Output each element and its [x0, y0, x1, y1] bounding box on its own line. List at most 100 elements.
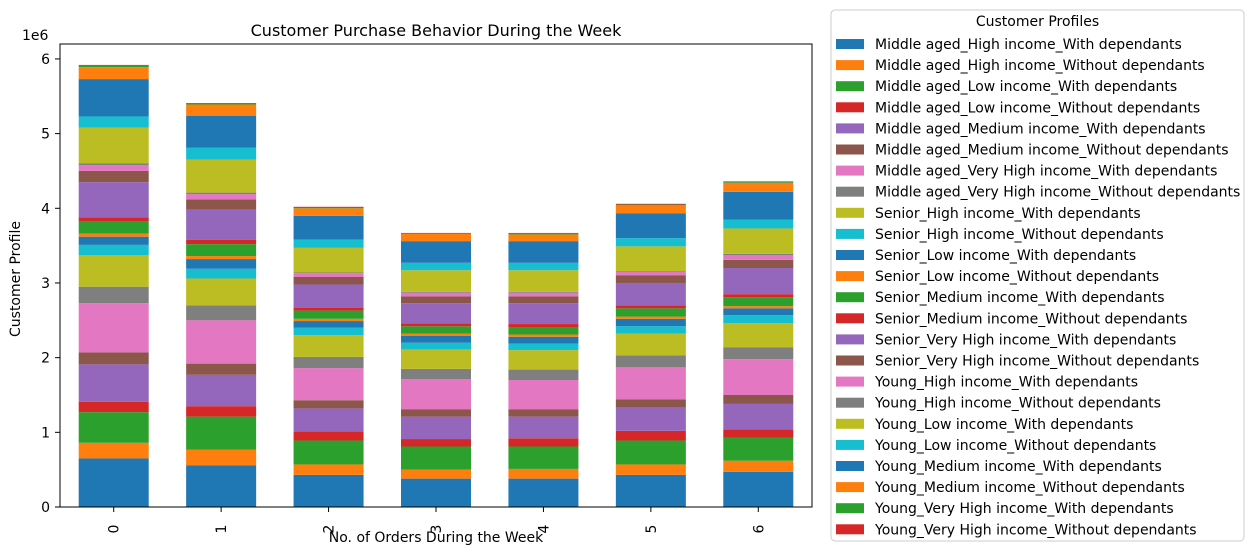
- bar-segment-2-series-17: [293, 272, 364, 274]
- legend-swatch: [836, 334, 864, 345]
- bar-segment-3-series-2: [401, 446, 471, 470]
- bar-segment-6-series-1: [723, 460, 794, 472]
- legend-item-label: Senior_High income_Without dependants: [875, 227, 1164, 243]
- y-tick-label: 5: [41, 127, 50, 143]
- bar-segment-0-series-11: [78, 233, 149, 237]
- legend-swatch: [836, 186, 864, 197]
- bar-segment-3-series-23: [401, 232, 471, 234]
- bar-segment-2-series-2: [293, 440, 364, 465]
- bar-segment-4-series-6: [508, 380, 579, 410]
- legend-item-label: Young_Low income_With dependants: [874, 417, 1133, 433]
- bar-segment-2-series-15: [293, 276, 364, 285]
- bar-segment-0-series-12: [78, 221, 149, 234]
- bar-segment-1-series-22: [186, 103, 257, 105]
- bar-segment-1-series-20: [186, 115, 257, 148]
- bar-segment-0-series-6: [78, 303, 149, 353]
- bar-segment-2-series-9: [293, 327, 364, 336]
- y-tick-label: 4: [41, 201, 50, 217]
- bar-segment-2-series-0: [293, 474, 364, 507]
- bar-segment-0-series-18: [78, 127, 149, 164]
- bar-segment-5-series-0: [615, 474, 686, 507]
- bar-segment-6-series-7: [723, 347, 794, 360]
- bar-segment-4-series-0: [508, 478, 579, 507]
- bar-segment-0-series-13: [78, 217, 149, 222]
- bar-segment-3-series-19: [401, 262, 471, 271]
- bar-segment-4-series-23: [508, 232, 579, 234]
- bar-segment-5-series-17: [615, 271, 686, 272]
- bar-segment-0-series-14: [78, 182, 149, 218]
- legend-swatch: [836, 271, 864, 282]
- bar-segment-3-series-11: [401, 333, 471, 336]
- bar-segment-6-series-18: [723, 228, 794, 254]
- bar-segment-3-series-7: [401, 368, 471, 380]
- bar-segment-1-series-11: [186, 256, 257, 260]
- bar-segment-4-series-19: [508, 262, 579, 271]
- bar-segment-6-series-14: [723, 268, 794, 295]
- bar-segment-6-series-23: [723, 181, 794, 183]
- bar-segment-2-series-7: [293, 356, 364, 369]
- bar-segment-3-series-18: [401, 270, 471, 292]
- bar-segment-1-series-14: [186, 209, 257, 240]
- legend-swatch: [836, 292, 864, 303]
- legend-item-label: Middle aged_Low income_With dependants: [875, 79, 1177, 95]
- legend-title: Customer Profiles: [976, 14, 1099, 30]
- bar-segment-4-series-12: [508, 327, 579, 335]
- legend-swatch: [836, 313, 864, 324]
- bar-segment-0-series-3: [78, 401, 149, 413]
- bar-segment-3-series-10: [401, 335, 471, 343]
- bar-segment-4-series-2: [508, 446, 579, 469]
- legend-item-label: Senior_Low income_With dependants: [875, 248, 1136, 264]
- legend-item-label: Senior_Very High income_Without dependan…: [875, 354, 1199, 370]
- legend-swatch: [836, 207, 864, 218]
- legend-swatch: [836, 39, 864, 49]
- y-tick-label: 1: [41, 425, 50, 441]
- bar-segment-1-series-0: [186, 465, 257, 507]
- bar-segment-5-series-5: [615, 399, 686, 408]
- bar-segment-2-series-19: [293, 239, 364, 248]
- bar-segment-6-series-2: [723, 437, 794, 461]
- legend-box: [830, 9, 1245, 542]
- x-tick-label: 0: [107, 525, 123, 534]
- bar-segment-2-series-12: [293, 310, 364, 319]
- bar-segment-6-series-4: [723, 403, 794, 430]
- bar-segment-3-series-21: [401, 233, 471, 242]
- bar-segment-4-series-9: [508, 343, 579, 351]
- bar-segment-5-series-14: [615, 282, 686, 306]
- x-tick-label: 1: [214, 525, 230, 534]
- bar-segment-2-series-21: [293, 208, 364, 216]
- axes-group: 0 1 2 3 4 5 6 0 1 2 3 4 5 6: [41, 43, 813, 534]
- bar-segment-6-series-5: [723, 394, 794, 404]
- bar-segment-3-series-20: [401, 241, 471, 263]
- bar-segment-0-series-16: [78, 164, 149, 171]
- bar-segment-0-series-23: [78, 64, 149, 66]
- bar-segment-3-series-1: [401, 469, 471, 479]
- bar-segment-4-series-18: [508, 270, 579, 292]
- bar-segment-0-series-15: [78, 170, 149, 183]
- bar-segment-1-series-19: [186, 147, 257, 160]
- bar-segment-6-series-16: [723, 255, 794, 260]
- bar-segment-6-series-8: [723, 323, 794, 348]
- bar-segment-5-series-23: [615, 203, 686, 205]
- bar-segment-3-series-14: [401, 303, 471, 324]
- bar-segment-6-series-19: [723, 219, 794, 229]
- bar-segment-5-series-8: [615, 333, 686, 356]
- bar-segment-3-series-12: [401, 326, 471, 334]
- bar-segment-2-series-23: [293, 206, 364, 208]
- legend-swatch: [836, 418, 864, 429]
- bar-segment-2-series-10: [293, 321, 364, 328]
- bar-segment-4-series-16: [508, 292, 579, 297]
- legend-item-label: Middle aged_Medium income_With dependant…: [875, 121, 1206, 137]
- bar-segment-6-series-17: [723, 253, 794, 256]
- bar-segment-2-series-8: [293, 335, 364, 357]
- bar-segment-2-series-6: [293, 368, 364, 401]
- bar-segment-5-series-10: [615, 318, 686, 327]
- legend-item-label: Senior_High income_With dependants: [875, 206, 1141, 222]
- bar-segment-1-series-5: [186, 363, 257, 375]
- legend-item-label: Middle aged_High income_Without dependan…: [875, 58, 1205, 74]
- legend-item-label: Senior_Medium income_Without dependants: [875, 311, 1187, 327]
- bar-segment-3-series-5: [401, 409, 471, 417]
- bar-segment-6-series-0: [723, 471, 794, 507]
- legend-swatch: [836, 81, 864, 92]
- bar-segment-6-series-10: [723, 308, 794, 316]
